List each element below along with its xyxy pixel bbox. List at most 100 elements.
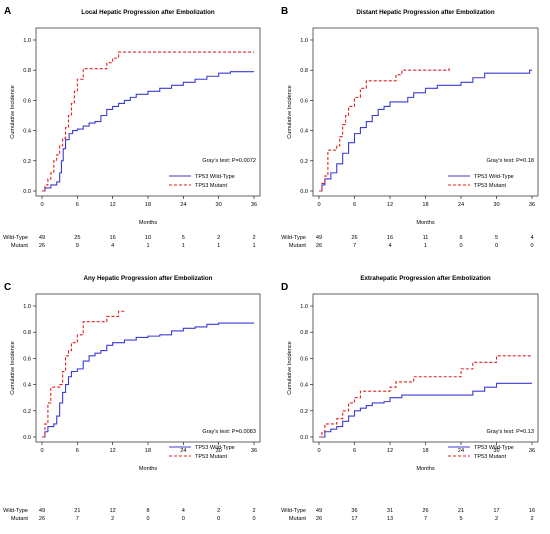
x-tick-label: 36 — [529, 202, 535, 208]
x-tick-label: 24 — [180, 202, 186, 208]
y-tick-label: 0.6 — [23, 98, 31, 104]
x-tick-label: 36 — [251, 202, 257, 208]
panel-title: Any Hepatic Progression after Embolizati… — [84, 275, 213, 282]
risk-value: 7 — [424, 516, 427, 522]
x-tick-label: 18 — [145, 448, 151, 454]
y-tick-label: 1.0 — [300, 38, 308, 44]
panel-title: Local Hepatic Progression after Emboliza… — [81, 9, 215, 16]
plot-frame — [312, 27, 539, 197]
x-axis-label: Months — [139, 220, 158, 226]
y-tick-label: 0.4 — [300, 129, 308, 135]
legend-entry: TP53 Mutant — [195, 454, 227, 460]
x-axis-label: Months — [416, 220, 435, 226]
risk-value: 0 — [146, 516, 149, 522]
risk-value: 31 — [387, 508, 393, 514]
series-line-wild-type — [42, 322, 254, 438]
y-tick-label: 0.4 — [300, 383, 308, 389]
risk-value: 1 — [182, 243, 185, 249]
x-tick-label: 12 — [387, 448, 393, 454]
x-tick-label: 18 — [422, 202, 428, 208]
y-tick-label: 0.2 — [300, 159, 308, 165]
risk-value: 2 — [252, 235, 255, 241]
risk-value: 2 — [111, 516, 114, 522]
x-tick-label: 6 — [76, 202, 79, 208]
risk-value: 1 — [252, 243, 255, 249]
x-tick-label: 36 — [251, 448, 257, 454]
risk-value: 12 — [110, 508, 116, 514]
risk-row-label: Wild-Type — [281, 235, 306, 241]
legend-entry: TP53 Wild-Type — [195, 174, 235, 180]
y-tick-label: 0.0 — [23, 189, 31, 195]
series-line-mutant — [319, 67, 450, 192]
panel-letter: C — [4, 282, 11, 293]
series-line-mutant — [319, 355, 532, 438]
grays-test-annotation: Gray's test: P=0.0083 — [202, 429, 256, 435]
risk-value: 49 — [39, 508, 45, 514]
risk-value: 0 — [459, 243, 462, 249]
y-axis-label: Cumulative Incidence — [287, 85, 293, 138]
panel-title: Distant Hepatic Progression after Emboli… — [356, 9, 494, 16]
grays-test-annotation: Gray's test: P=0.0072 — [202, 158, 256, 164]
risk-value: 0 — [530, 243, 533, 249]
risk-value: 2 — [495, 516, 498, 522]
panel-d: D Extrahepatic Progression after Emboliza… — [281, 275, 539, 522]
risk-value: 7 — [353, 243, 356, 249]
risk-value: 26 — [316, 516, 322, 522]
y-axis-label: Cumulative Incidence — [10, 85, 16, 138]
x-tick-label: 12 — [387, 202, 393, 208]
risk-value: 2 — [217, 235, 220, 241]
y-tick-label: 1.0 — [23, 38, 31, 44]
legend-entry: TP53 Mutant — [474, 183, 506, 189]
risk-row-label: Mutant — [11, 516, 29, 522]
risk-value: 5 — [495, 235, 498, 241]
x-tick-label: 30 — [216, 448, 222, 454]
x-tick-label: 18 — [422, 448, 428, 454]
plot-frame — [35, 293, 261, 443]
risk-value: 16 — [387, 235, 393, 241]
risk-value: 5 — [182, 235, 185, 241]
panel-letter: A — [4, 6, 11, 17]
risk-value: 25 — [74, 235, 80, 241]
risk-value: 2 — [217, 508, 220, 514]
y-tick-label: 0.6 — [300, 356, 308, 362]
y-tick-label: 0.2 — [23, 409, 31, 415]
risk-value: 49 — [316, 508, 322, 514]
risk-value: 17 — [493, 508, 499, 514]
panel-c: C Any Hepatic Progression after Embolizat… — [3, 275, 261, 522]
risk-value: 0 — [252, 516, 255, 522]
risk-value: 0 — [182, 516, 185, 522]
y-tick-label: 1.0 — [23, 304, 31, 310]
series-line-mutant — [42, 310, 125, 438]
plot-frame — [312, 293, 539, 443]
y-tick-label: 0.4 — [23, 129, 31, 135]
series-line-wild-type — [319, 69, 532, 192]
risk-value: 49 — [316, 235, 322, 241]
y-tick-label: 0.2 — [23, 159, 31, 165]
risk-value: 8 — [146, 508, 149, 514]
x-tick-label: 30 — [493, 448, 499, 454]
x-axis-label: Months — [139, 466, 158, 472]
y-tick-label: 0.0 — [23, 435, 31, 441]
risk-row-label: Mutant — [289, 243, 307, 249]
risk-value: 26 — [39, 243, 45, 249]
risk-value: 0 — [217, 516, 220, 522]
x-tick-label: 24 — [458, 202, 464, 208]
risk-value: 4 — [111, 243, 114, 249]
risk-value: 16 — [529, 508, 535, 514]
panel-letter: D — [281, 282, 288, 293]
risk-value: 5 — [459, 516, 462, 522]
risk-value: 1 — [146, 243, 149, 249]
risk-value: 17 — [351, 516, 357, 522]
risk-value: 21 — [458, 508, 464, 514]
x-tick-label: 0 — [317, 448, 320, 454]
risk-row-label: Mutant — [289, 516, 307, 522]
x-tick-label: 30 — [493, 202, 499, 208]
x-tick-label: 0 — [40, 202, 43, 208]
y-tick-label: 0.4 — [23, 383, 31, 389]
grays-test-annotation: Gray's test: P=0.13 — [486, 429, 534, 435]
panel-b: B Distant Hepatic Progression after Embol… — [281, 6, 539, 249]
risk-value: 26 — [422, 508, 428, 514]
x-tick-label: 6 — [353, 448, 356, 454]
risk-value: 36 — [351, 508, 357, 514]
